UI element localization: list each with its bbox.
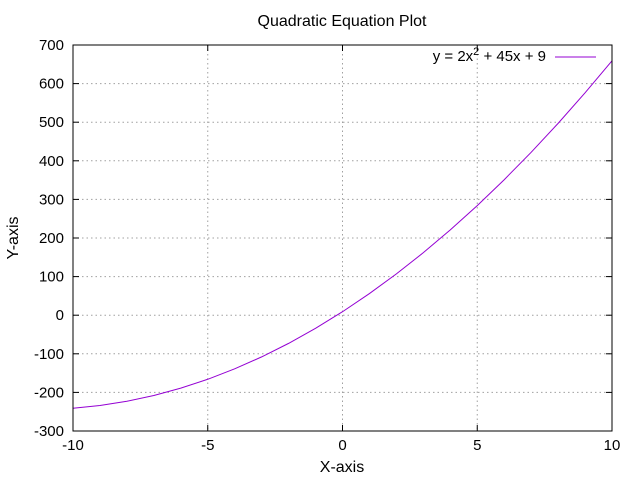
y-tick-label: 500	[39, 114, 64, 131]
y-tick-label: 700	[39, 37, 64, 54]
axis-ticks	[72, 44, 613, 432]
legend-label-base: y = 2x	[433, 48, 474, 65]
x-tick-label: -5	[201, 437, 214, 454]
legend-label: y = 2x2 + 45x + 9	[433, 46, 546, 65]
y-tick-label: 100	[39, 269, 64, 286]
y-tick-label: 600	[39, 76, 64, 93]
y-tick-label: 300	[39, 191, 64, 208]
chart-title: Quadratic Equation Plot	[258, 13, 428, 30]
series-layer	[72, 60, 613, 409]
y-tick-labels: -300 -200 -100 0 100 200 300 400 500 600 700	[34, 37, 64, 440]
legend-label-rest: + 45x + 9	[479, 48, 546, 65]
legend: y = 2x2 + 45x + 9	[433, 46, 596, 65]
series-line	[72, 60, 613, 409]
x-tick-label: 0	[338, 437, 346, 454]
grid-lines	[73, 45, 612, 431]
x-tick-label: 5	[473, 437, 481, 454]
x-tick-label: -10	[62, 437, 84, 454]
y-tick-label: 200	[39, 230, 64, 247]
x-tick-label: 10	[604, 437, 621, 454]
y-tick-label: -300	[34, 423, 64, 440]
x-tick-labels: -10 -5 0 5 10	[62, 437, 620, 454]
y-tick-label: 0	[56, 307, 64, 324]
plot-frame	[72, 44, 613, 432]
legend-label-sup: 2	[473, 46, 479, 58]
y-tick-label: -200	[34, 384, 64, 401]
y-tick-label: 400	[39, 153, 64, 170]
x-axis-title: X-axis	[320, 459, 364, 476]
y-tick-label: -100	[34, 346, 64, 363]
y-axis-title: Y-axis	[5, 217, 22, 260]
